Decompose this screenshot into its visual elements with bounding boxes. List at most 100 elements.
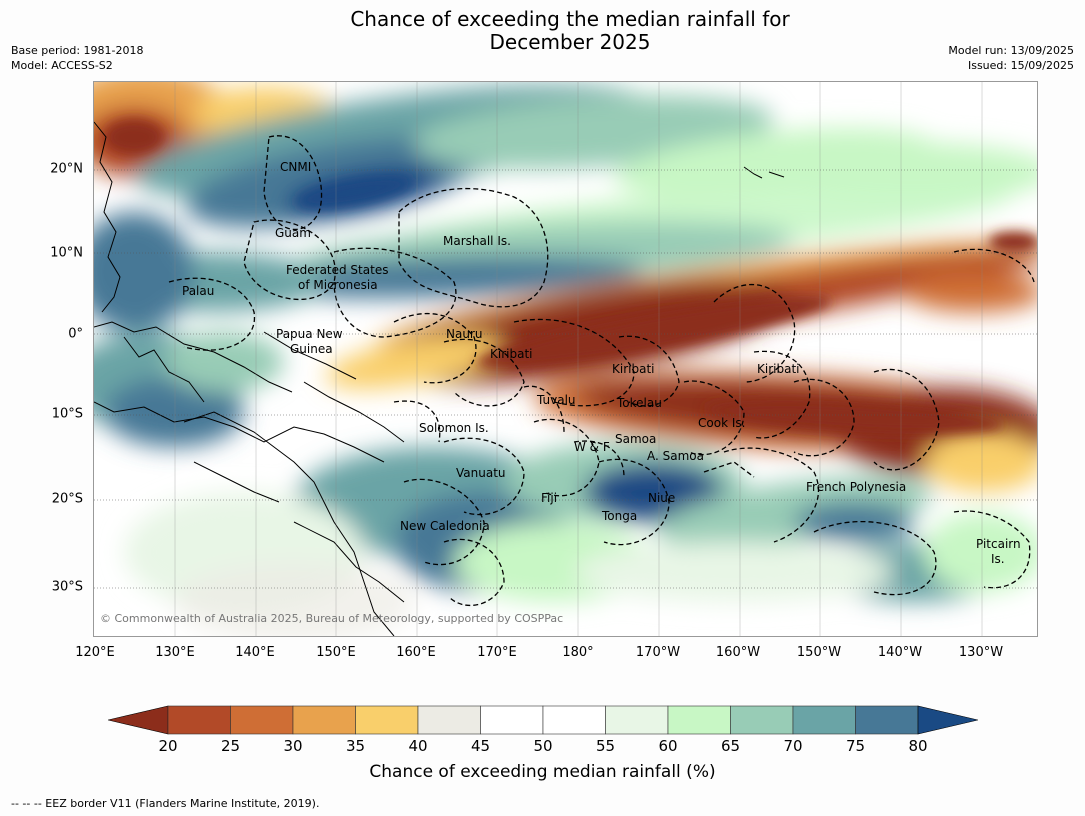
lon-label: 160°E [396,645,436,660]
colorbar-segment [730,705,794,735]
lat-label: 10°N [50,245,83,261]
lat-label: 30°S [51,579,83,595]
colorbar-tick-label: 65 [720,737,741,755]
label-vanuatu: Vanuatu [456,466,506,480]
lon-label: 170°E [477,645,517,660]
rainfall-map: CNMI Guam Marshall Is. Federated States … [93,81,1038,637]
label-fsm-1: Federated States [286,263,388,277]
colorbar-tick-label: 40 [408,737,428,755]
label-solomon-is: Solomon Is. [419,421,489,435]
label-palau: Palau [182,284,214,298]
graticule [94,169,1037,589]
colorbar-tick-label: 25 [220,737,241,755]
field-blob [904,272,1037,312]
label-new-caledonia: New Caledonia [400,519,490,533]
field-blob [104,377,244,447]
eez-legend-note: -- -- -- EEZ border V11 (Flanders Marine… [11,797,320,810]
label-samoa: Samoa [615,432,656,446]
meridians [174,82,983,636]
label-niue: Niue [648,491,675,505]
label-cnmi: CNMI [280,160,311,174]
colorbar-segment [480,705,544,735]
lon-label: 130°E [155,645,195,660]
field-blob [476,296,832,368]
label-guam: Guam [275,226,311,240]
model-run: Model run: 13/09/2025 [948,44,1074,57]
lon-label: 130°W [958,645,1004,660]
colorbar-segment [230,705,294,735]
coastlines [94,121,785,636]
label-tuvalu: Tuvalu [536,393,576,407]
lon-label: 170°W [635,645,681,660]
base-period: Base period: 1981-2018 [11,44,144,57]
lon-label: 150°E [316,645,356,660]
map-canvas: CNMI Guam Marshall Is. Federated States … [94,82,1037,636]
copyright-notice: © Commonwealth of Australia 2025, Bureau… [100,612,563,625]
label-french-polynesia: French Polynesia [806,480,906,494]
lat-label: 0° [68,326,83,342]
colorbar-tick-label: 45 [470,737,491,755]
label-american-samoa: A. Samoa [647,449,704,463]
meta-right: Model run: 13/09/2025 Issued: 15/09/2025 [948,43,1074,73]
probability-field [94,82,1037,636]
chart-title: Chance of exceeding the median rainfall … [0,8,1085,54]
field-blob [294,174,414,210]
field-blob [325,335,503,389]
label-kiribati-central: Kiribati [612,362,654,376]
colorbar-label: Chance of exceeding median rainfall (%) [369,762,716,782]
colorbar-segment [792,705,856,735]
model-name: Model: ACCESS-S2 [11,59,113,72]
label-cook-is: Cook Is. [698,416,745,430]
lat-label: 10°S [51,406,83,422]
label-fiji: Fiji [541,491,557,505]
meta-left: Base period: 1981-2018 Model: ACCESS-S2 [11,43,143,73]
title-line-2: December 2025 [489,30,651,54]
field-blob [164,332,284,392]
colorbar-tick-label: 70 [783,737,803,755]
field-blob [244,255,644,299]
colorbar-tick-label: 60 [658,737,678,755]
label-nauru: Nauru [446,327,482,341]
colorbar-segment [667,705,731,735]
probability-field-detail [104,119,1037,434]
lon-label: 150°W [796,645,842,660]
title-line-1: Chance of exceeding the median rainfall … [350,7,790,31]
field-blob [924,512,1037,592]
label-pitcairn-2: Is. [991,552,1005,566]
colorbar-tick-label: 20 [158,737,178,755]
colorbar-tick-label: 50 [533,737,553,755]
label-wallis-futuna: W & F [574,440,610,454]
lon-label: 140°E [235,645,275,660]
region-labels: CNMI Guam Marshall Is. Federated States … [182,160,1021,566]
lon-label: 120°E [75,645,115,660]
label-fsm-2: of Micronesia [298,278,378,292]
label-kiribati-east: Kiribati [757,362,799,376]
colorbar-segment [355,705,419,735]
label-pitcairn-1: Pitcairn [976,537,1021,551]
colorbar-segment [605,705,669,735]
colorbar-tick-label: 80 [908,737,928,755]
colorbar-segment [855,705,919,735]
label-tokelau: Tokelau [616,396,662,410]
colorbar-tick-label: 75 [845,737,866,755]
colorbar-segment [167,705,231,735]
eez-borders [168,135,1035,606]
label-png-1: Papua New [276,327,343,341]
issued-date: Issued: 15/09/2025 [967,59,1074,72]
field-blob [104,119,164,155]
colorbar-tick-label: 35 [345,737,366,755]
label-tonga: Tonga [601,509,637,523]
lat-label: 20°S [51,491,83,507]
lon-label: 140°W [877,645,923,660]
colorbar-segment [417,705,481,735]
field-blob [174,562,414,636]
lat-label: 20°N [50,161,83,177]
field-blob [924,432,1037,492]
field-blob [989,232,1037,252]
lon-label: 160°W [715,645,761,660]
colorbar-segment [292,705,356,735]
field-blob [94,212,194,332]
label-marshall-is: Marshall Is. [443,234,511,248]
colorbar-extend-low [108,705,169,735]
colorbar-extend-high [917,705,978,735]
